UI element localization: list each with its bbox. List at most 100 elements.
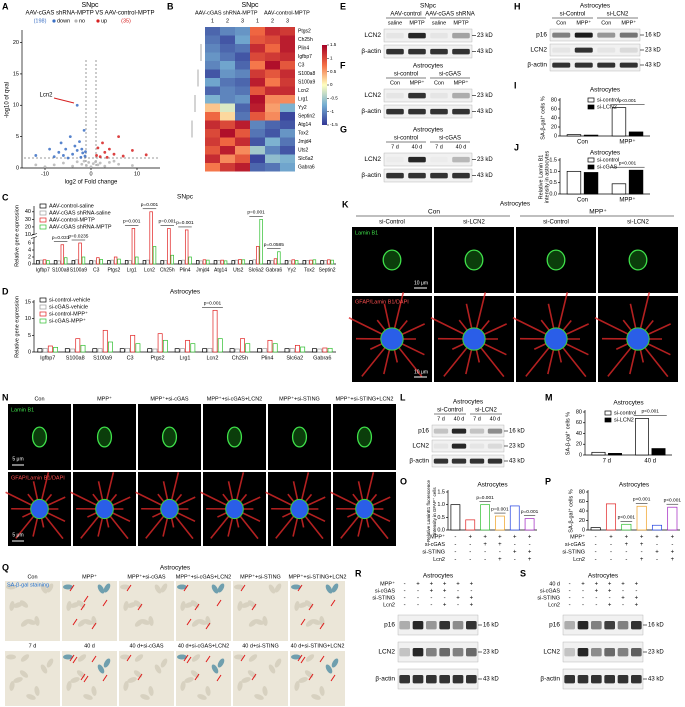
y-tick-label: 20 (25, 224, 31, 230)
bar (147, 348, 153, 353)
arrow (216, 674, 222, 682)
stain-image (5, 581, 60, 641)
band (564, 675, 575, 684)
arrow (126, 584, 132, 592)
bar (327, 259, 331, 265)
arrow (91, 655, 97, 663)
condition-sign: - (457, 589, 459, 595)
y-tick-label: 10 (13, 103, 19, 109)
band (619, 47, 638, 53)
column-label: 40 d+si-cGAS (129, 643, 163, 649)
blot-title: Astrocytes (588, 573, 619, 580)
band (552, 32, 571, 38)
band (591, 675, 602, 684)
heat-cell (220, 120, 235, 129)
legend-swatch (39, 304, 47, 310)
arrow (137, 603, 143, 611)
y-tick-label: 1.0 (549, 169, 557, 175)
arrow (319, 622, 325, 630)
stain-cell (70, 602, 80, 608)
condition-sign: + (483, 542, 487, 548)
condition-sign: + (468, 535, 472, 541)
stain-cell (268, 664, 276, 674)
p-label: p=0.001 (176, 220, 194, 226)
stain-cell (63, 584, 73, 590)
stain-cell (305, 654, 315, 662)
heat-cell (265, 69, 280, 78)
stain-cell (123, 601, 129, 611)
bar (289, 347, 295, 353)
point (68, 135, 72, 139)
bar (267, 339, 273, 353)
bar (566, 170, 582, 195)
bar (651, 524, 663, 531)
band (631, 675, 642, 684)
band (552, 47, 571, 53)
band (487, 428, 503, 434)
stain-cell (211, 664, 219, 674)
lane-label: 40 d (454, 416, 465, 422)
point (81, 151, 85, 155)
condition-label: si-STING (422, 549, 445, 555)
size-label: 23 kD (477, 33, 493, 39)
heat-cell (235, 137, 250, 146)
condition-sign: + (595, 582, 599, 588)
column-label: Con (34, 396, 44, 402)
bar (270, 260, 274, 265)
p-label: p=0.001 (204, 301, 222, 307)
band (604, 675, 615, 684)
bar (284, 260, 289, 265)
bar (125, 347, 130, 353)
band (451, 428, 467, 434)
heat-cell (250, 61, 265, 70)
stain-cell (103, 583, 111, 593)
size-label: 23 kD (509, 444, 525, 450)
bar (36, 260, 40, 265)
bar (167, 228, 171, 265)
arrow (330, 599, 336, 607)
x-tick-label: MPP⁺ (619, 139, 635, 146)
condition-sign: - (499, 550, 501, 556)
condition-sign: - (469, 557, 471, 563)
legend-swatch (587, 157, 595, 163)
chart-title: SNpc (241, 2, 259, 9)
bar (160, 260, 164, 265)
y-tick-label: 20 (579, 518, 585, 524)
lane-label: 7 d (437, 416, 445, 422)
legend-label: AAV-control-saline (49, 203, 94, 209)
condition-label: si-cGAS (375, 588, 396, 594)
row-label: C3 (298, 63, 305, 69)
channel-label: GFAP/Lamin B1/DAPI (11, 475, 65, 481)
bar (107, 260, 111, 265)
nucleus (544, 327, 568, 351)
legend-label: no (79, 18, 85, 24)
point (117, 162, 120, 166)
size-label: 43 kD (483, 677, 499, 683)
condition-sign: + (513, 550, 517, 556)
stain-cell (26, 694, 36, 700)
stain-cell (234, 584, 244, 590)
x-tick-label: Lrg1 (127, 267, 137, 273)
bar (465, 519, 476, 531)
nucleus (380, 327, 404, 351)
condition-sign: + (608, 589, 612, 595)
point (103, 150, 107, 154)
heat-cell (280, 146, 295, 155)
x-tick-label: Jmjd4 (196, 267, 210, 273)
y-tick-label: 5 (28, 333, 31, 339)
bar (628, 131, 644, 137)
stain-cell (148, 686, 154, 696)
condition-sign: + (443, 603, 447, 609)
heat-cell (220, 112, 235, 121)
condition-sign: + (456, 596, 460, 602)
condition-sign: + (456, 582, 460, 588)
bar (611, 107, 627, 137)
bar (524, 518, 535, 531)
condition-sign: - (484, 557, 486, 563)
heat-cell (250, 146, 265, 155)
p-label: p<0.001 (633, 497, 651, 503)
y-tick-label: 40 (576, 431, 582, 437)
legend-label: si-cGAS (597, 164, 618, 170)
bar (240, 338, 245, 353)
condition-sign: - (417, 596, 419, 602)
